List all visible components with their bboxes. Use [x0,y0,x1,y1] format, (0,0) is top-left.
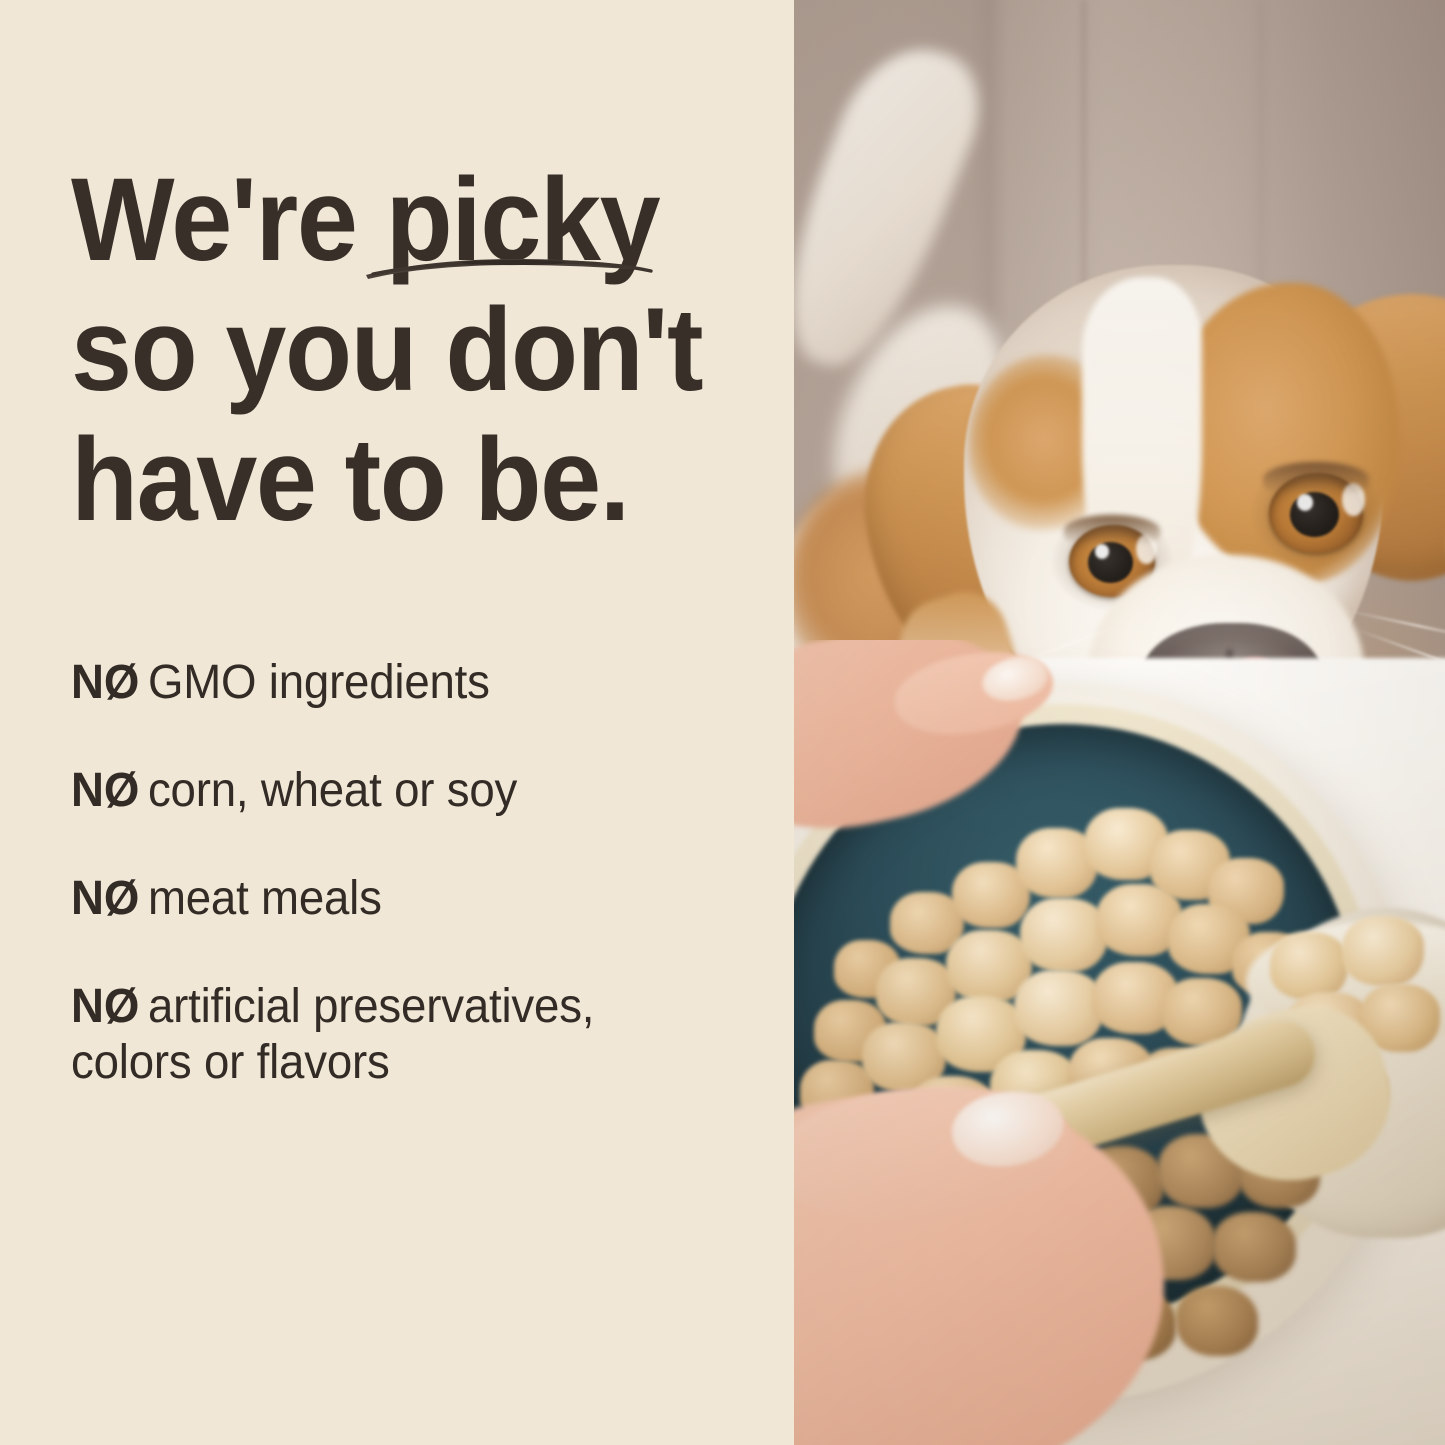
bowl-scene [794,640,1445,1445]
claim-text: corn, wheat or soy [147,764,518,817]
kibble-piece [1096,884,1182,956]
dog-eye-left [1051,511,1173,611]
claim-text: GMO ingredients [147,656,490,709]
headline-line-1: We're picky [71,154,661,286]
claims-list: NØ GMO ingredients NØ corn, wheat or soy N… [71,655,771,1091]
kibble-piece-shadowed [1212,1212,1296,1282]
kibble-piece-shadowed [1176,1286,1258,1356]
eye-lid [1063,514,1161,546]
text-panel: We're picky so you don't have to be. NØ G… [71,155,771,1091]
dog-eye-right [1251,459,1381,567]
headline: We're picky so you don't have to be. [71,155,722,545]
claim-text-continued: colors or flavors [71,1036,390,1089]
eye-highlight [1094,543,1110,559]
eye-lid [1263,461,1369,496]
no-badge-icon: NØ [71,764,140,817]
no-badge-icon: NØ [71,656,140,709]
eye-highlight [1297,493,1314,511]
list-item: NØ artificial preservatives, colors or fl… [71,979,736,1091]
claim-text: meat meals [147,872,382,925]
kibble-piece [1020,898,1108,972]
kibble-piece [1270,932,1348,1000]
list-item: NØ corn, wheat or soy [71,763,736,819]
list-item: NØ GMO ingredients [71,655,736,711]
kibble-piece [1014,970,1104,1046]
claim-text: artificial preservatives, [147,980,595,1033]
product-photo [794,0,1445,1445]
kibble-piece [1342,916,1424,986]
headline-line-3: have to be. [71,414,630,546]
no-badge-icon: NØ [71,872,140,925]
no-badge-icon: NØ [71,980,140,1033]
headline-line-2: so you don't [71,284,704,416]
list-item: NØ meat meals [71,871,736,927]
